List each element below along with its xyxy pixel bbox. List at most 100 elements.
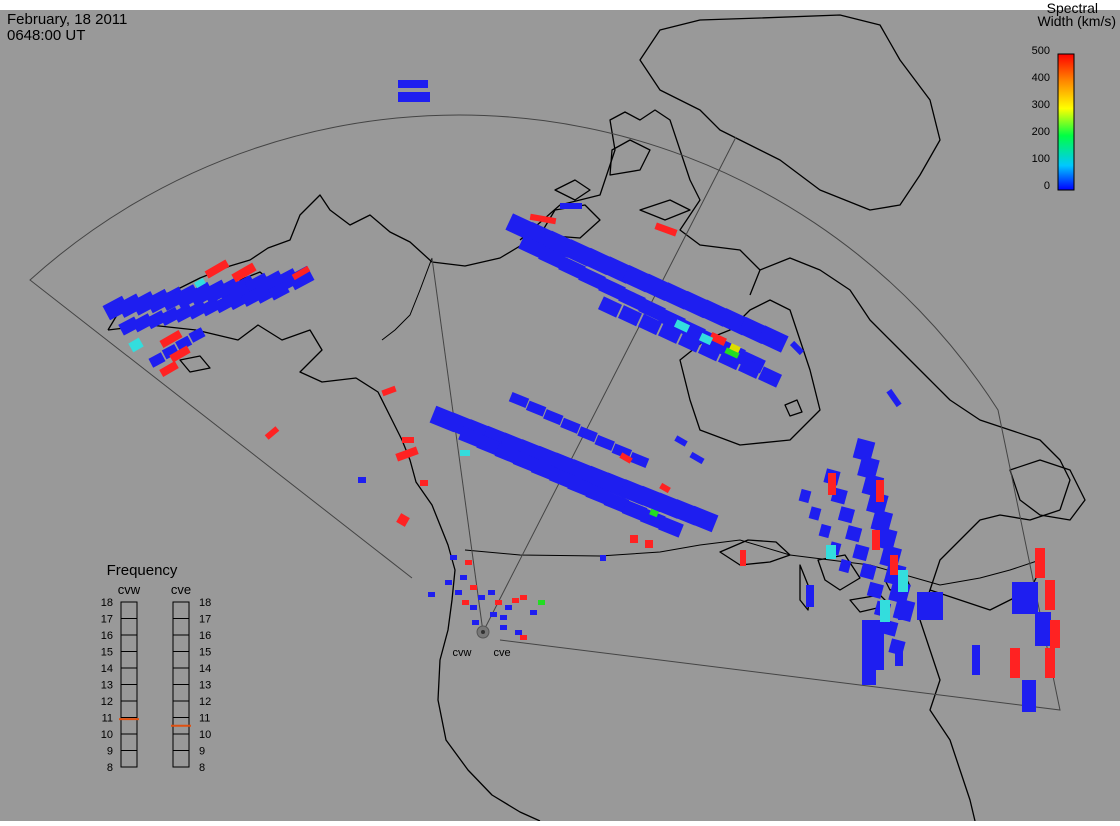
echo-cell	[654, 222, 678, 237]
echo-cell	[538, 246, 566, 269]
echo-cell	[538, 600, 545, 605]
echo-cell	[698, 332, 714, 346]
echo-cell	[697, 340, 723, 362]
echo-cell	[972, 645, 980, 675]
echo-cell	[420, 480, 428, 486]
echo-cell	[657, 322, 683, 344]
colorbar-tick: 500	[1032, 45, 1050, 57]
echo-cell	[515, 630, 522, 635]
site-label-cve: cve	[493, 647, 510, 659]
echo-cell	[789, 340, 805, 356]
echo-cell	[674, 435, 688, 447]
radar-site: cvw cve	[453, 625, 511, 659]
echo-cell	[175, 335, 193, 352]
echo-cell	[458, 426, 484, 448]
alaska-canada-border	[381, 257, 433, 341]
echo-cell	[512, 598, 519, 603]
echo-cell	[188, 327, 206, 343]
echo-cell	[630, 535, 638, 543]
echo-cell	[621, 500, 648, 522]
north-america-west-coast	[107, 324, 541, 822]
echo-cell	[600, 555, 606, 561]
echo-cell	[462, 600, 469, 605]
echo-cell	[895, 642, 903, 666]
echo-cell	[470, 605, 477, 610]
cve-west-edge	[431, 257, 484, 633]
echo-cell	[398, 92, 430, 102]
frequency-title: Frequency	[107, 562, 178, 579]
echo-cell	[159, 330, 183, 348]
echo-cell	[729, 343, 741, 353]
echo-cell	[231, 262, 257, 283]
colorbar-tick: 300	[1032, 99, 1050, 111]
colorbar-ticks: 500 400 300 200 100 0	[1032, 45, 1050, 192]
frequency-tick: 15	[101, 647, 113, 659]
echo-cell	[862, 650, 876, 685]
echo-cell	[560, 203, 582, 209]
frequency-tick: 14	[199, 663, 211, 675]
echo-cell	[1010, 648, 1020, 678]
echo-cell	[264, 426, 280, 440]
echo-cell	[757, 366, 783, 388]
frequency-tick: 15	[199, 647, 211, 659]
timestamp-date: February, 18 2011	[7, 11, 127, 28]
echo-cell	[717, 348, 743, 371]
echo-cell	[585, 483, 612, 505]
colorbar-title-line2: Width (km/s)	[1037, 13, 1116, 29]
echo-cell	[594, 434, 615, 451]
frequency-tick: 8	[199, 762, 205, 774]
echo-cell	[578, 266, 606, 290]
echo-cell	[505, 605, 512, 610]
frequency-ticks-right: 18 17 16 15 14 13 12 11 10 9 8	[199, 597, 211, 774]
frequency-tick: 12	[101, 696, 113, 708]
echo-cell	[518, 235, 546, 259]
echo-cell	[398, 80, 428, 88]
frequency-tick: 10	[101, 729, 113, 741]
echo-cell	[917, 592, 943, 620]
echo-cell	[476, 434, 503, 456]
echo-cell	[558, 256, 586, 280]
echo-cell	[500, 625, 507, 630]
echo-cell	[530, 610, 537, 615]
echo-cell	[204, 259, 230, 279]
frequency-panel: Frequency cvw cve 18 17 16 15 14 13 12 11 10 9 8 1…	[101, 562, 212, 774]
echo-cell	[460, 575, 467, 580]
frequency-tick: 11	[199, 713, 210, 725]
echo-cell	[898, 570, 908, 592]
echo-cell	[560, 417, 581, 434]
echo-cell	[161, 343, 179, 360]
frequency-tick: 16	[199, 630, 211, 642]
echo-cell	[512, 450, 539, 473]
frequency-tick: 16	[101, 630, 113, 642]
echo-cell	[525, 400, 547, 417]
echo-cell	[880, 600, 890, 622]
echo-cell	[826, 545, 836, 559]
frequency-tick: 17	[101, 614, 113, 626]
frequency-tick: 14	[101, 663, 113, 675]
echo-cell	[872, 530, 880, 550]
echo-cell	[658, 516, 684, 538]
frequency-tick: 17	[199, 614, 211, 626]
echo-cell	[402, 437, 414, 443]
echo-cell	[838, 558, 852, 574]
frequency-tick: 18	[101, 597, 113, 609]
radar-echoes	[102, 80, 1060, 712]
site-label-cvw: cvw	[453, 647, 472, 659]
echo-cell	[495, 600, 502, 605]
echo-cell	[645, 540, 653, 548]
newfoundland	[1009, 459, 1086, 521]
echo-cell	[1045, 648, 1055, 678]
echo-cell	[128, 337, 144, 353]
echo-cell	[859, 562, 877, 581]
echo-cell	[806, 585, 814, 607]
echo-cell	[396, 513, 410, 527]
echo-cell	[470, 585, 477, 590]
echo-cell	[677, 331, 703, 353]
echo-cell	[639, 508, 666, 530]
echo-cell	[637, 313, 663, 336]
radar-site-center	[481, 630, 485, 634]
echo-cell	[597, 296, 623, 318]
echo-cell	[617, 305, 643, 327]
echo-cell	[757, 325, 789, 353]
